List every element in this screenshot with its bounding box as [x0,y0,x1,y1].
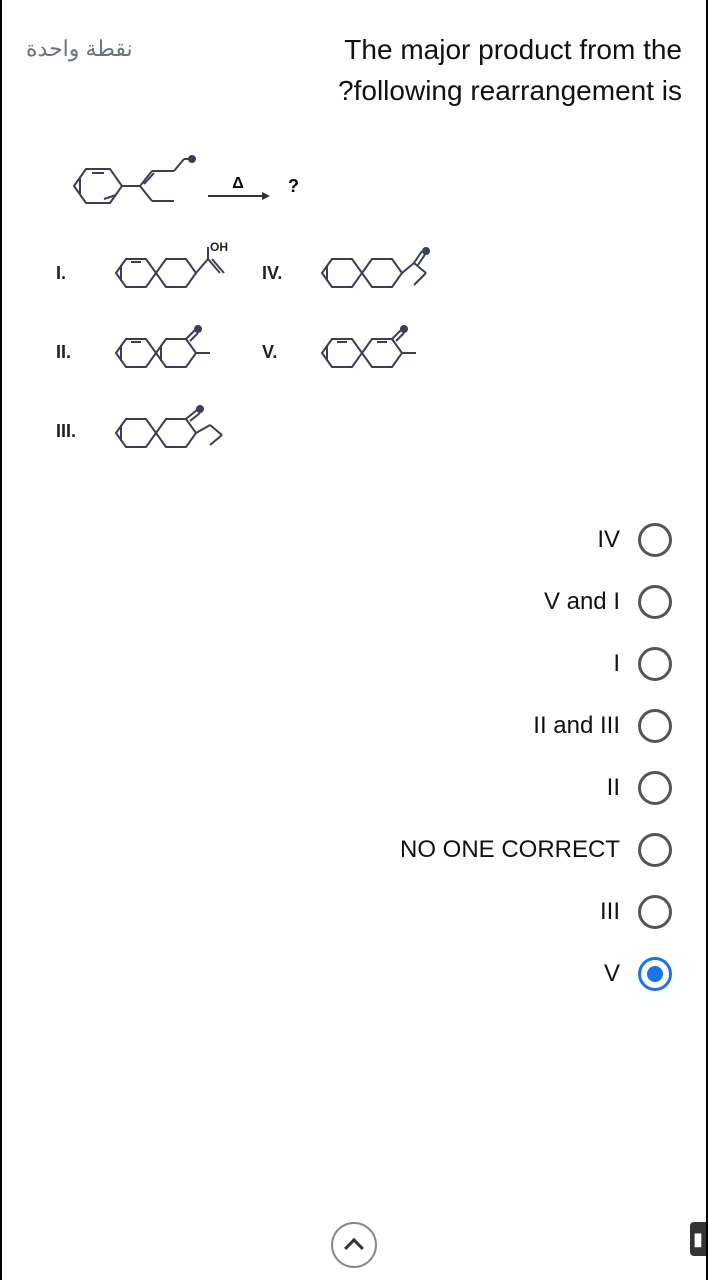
oh-text: OH [210,241,228,254]
label-iv: IV. [262,263,302,284]
answer-row[interactable]: IV [597,523,672,557]
answer-label: IV [597,526,620,554]
answer-label: I [613,650,620,678]
answer-label: II [607,774,620,802]
answer-row[interactable]: II and III [533,709,672,743]
radio-button[interactable] [638,957,672,991]
structure-iii [104,399,254,463]
radio-button[interactable] [638,895,672,929]
collapse-button[interactable] [331,1222,377,1268]
answer-row[interactable]: V [604,957,672,991]
answer-list: IV V and I I II and III II NO ONE CORREC… [2,523,706,991]
radio-button[interactable] [638,709,672,743]
reactant-structure [56,151,196,221]
answer-label: III [600,898,620,926]
radio-button[interactable] [638,833,672,867]
answer-label: II and III [533,712,620,740]
label-v: V. [262,342,302,363]
answer-row[interactable]: V and I [544,585,672,619]
reaction-arrow: Δ [208,175,268,197]
answer-row[interactable]: III [600,895,672,929]
label-ii: II. [56,342,96,363]
radio-button[interactable] [638,647,672,681]
question-line-1: The major product from the [338,30,682,71]
edge-tab-icon[interactable]: ▮ [690,1222,706,1256]
points-label: نقطة واحدة [26,36,133,62]
structure-ii [104,323,254,381]
question-line-2: ?following rearrangement is [338,71,682,112]
answer-row[interactable]: NO ONE CORRECT [400,833,672,867]
diagram-area: Δ ? I. OH IV. [2,121,706,473]
answer-row[interactable]: II [607,771,672,805]
structure-options: I. OH IV. [56,241,682,463]
structure-i: OH [104,241,254,305]
label-i: I. [56,263,96,284]
radio-button[interactable] [638,771,672,805]
radio-button[interactable] [638,585,672,619]
answer-label: V and I [544,588,620,616]
reaction-row: Δ ? [56,151,682,221]
product-placeholder: ? [288,176,299,197]
answer-row[interactable]: I [613,647,672,681]
answer-label: V [604,960,620,988]
question-text: The major product from the ?following re… [338,30,682,111]
label-iii: III. [56,421,96,442]
structure-iv [310,241,460,305]
radio-button[interactable] [638,523,672,557]
structure-v [310,323,460,381]
chevron-up-icon [344,1238,364,1258]
answer-label: NO ONE CORRECT [400,836,620,864]
delta-symbol: Δ [232,175,244,193]
